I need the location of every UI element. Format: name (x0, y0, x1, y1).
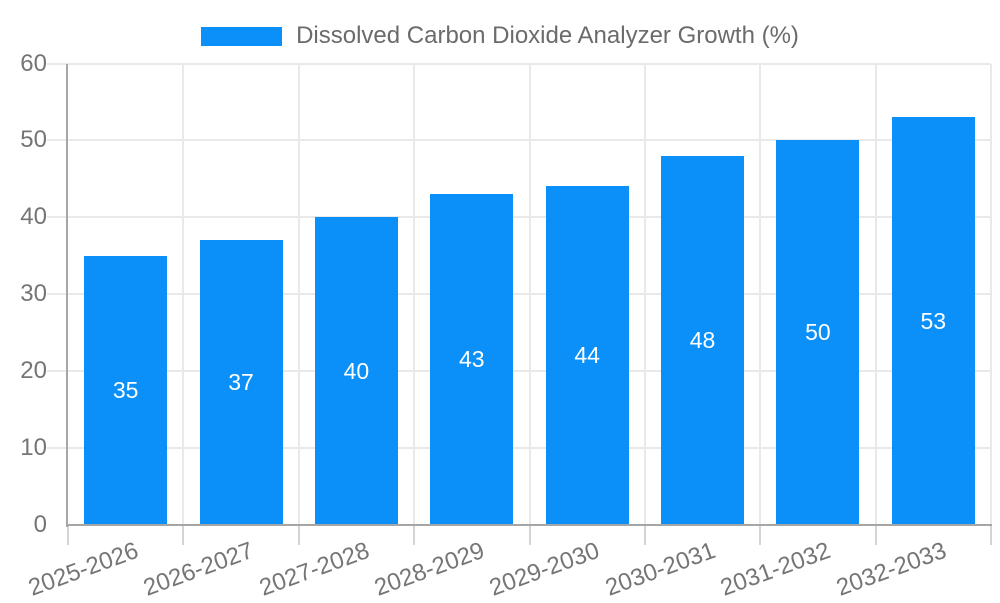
bar[interactable]: 43 (430, 194, 514, 524)
x-axis-tick-label: 2026-2027 (140, 537, 258, 602)
y-axis-tick-label: 0 (33, 510, 47, 538)
x-axis-tick-label: 2027-2028 (255, 537, 373, 602)
x-axis-tick-label: 2028-2029 (370, 537, 489, 602)
bar-value-label: 37 (228, 369, 254, 396)
x-axis-tick-label: 2030-2031 (601, 537, 719, 602)
x-axis-tick (759, 526, 762, 545)
x-axis-tick (67, 526, 69, 545)
v-gridline (182, 63, 185, 526)
bar[interactable]: 50 (776, 140, 860, 524)
x-axis-line (66, 524, 992, 526)
v-gridline (413, 63, 416, 526)
x-axis-tick-label: 2025-2026 (24, 537, 142, 602)
legend: Dissolved Carbon Dioxide Analyzer Growth… (0, 21, 1000, 51)
legend-label: Dissolved Carbon Dioxide Analyzer Growth… (296, 22, 799, 49)
legend-swatch-icon (201, 26, 283, 46)
bar-value-label: 50 (805, 319, 831, 346)
x-axis-tick-label: 2029-2030 (486, 537, 604, 602)
h-gridline (47, 446, 991, 449)
v-gridline (874, 63, 877, 526)
x-axis-tick (297, 526, 300, 545)
x-axis-tick (182, 526, 185, 545)
h-gridline (47, 369, 991, 372)
v-gridline (528, 63, 531, 526)
bar-value-label: 53 (920, 307, 947, 334)
x-axis-tick (874, 526, 877, 545)
bar[interactable]: 35 (84, 255, 168, 524)
bar[interactable]: 48 (661, 155, 745, 524)
bar-value-label: 43 (459, 346, 485, 373)
h-gridline (47, 62, 991, 65)
bar-value-label: 48 (689, 326, 716, 353)
bar-value-label: 44 (574, 342, 600, 369)
h-gridline (47, 139, 991, 142)
bar-value-label: 35 (112, 376, 139, 403)
bar-value-label: 40 (343, 357, 370, 384)
y-axis-tick-label: 60 (20, 49, 47, 77)
h-gridline (47, 216, 991, 219)
y-axis-line (66, 63, 68, 527)
x-axis-tick (643, 526, 646, 545)
h-gridline (47, 293, 991, 295)
legend-item[interactable]: Dissolved Carbon Dioxide Analyzer Growth… (201, 22, 799, 50)
x-axis-tick-label: 2031-2032 (717, 537, 835, 602)
y-axis-tick-label: 30 (20, 280, 47, 307)
x-axis-tick (413, 526, 416, 545)
bar[interactable]: 37 (199, 240, 283, 524)
v-gridline (297, 63, 300, 526)
y-axis-tick-label: 20 (20, 356, 47, 384)
y-axis-tick-label: 50 (20, 126, 47, 154)
x-axis-tick-label: 2032-2033 (832, 537, 950, 602)
bar[interactable]: 53 (891, 117, 975, 524)
x-axis-tick (990, 526, 992, 545)
bar[interactable]: 40 (314, 217, 398, 524)
y-axis-tick-label: 40 (20, 203, 47, 231)
bar[interactable]: 44 (545, 186, 629, 524)
y-axis-tick-label: 10 (20, 433, 47, 461)
v-gridline (990, 63, 992, 526)
v-gridline (759, 63, 762, 526)
v-gridline (643, 63, 646, 526)
x-axis-tick (528, 526, 531, 545)
